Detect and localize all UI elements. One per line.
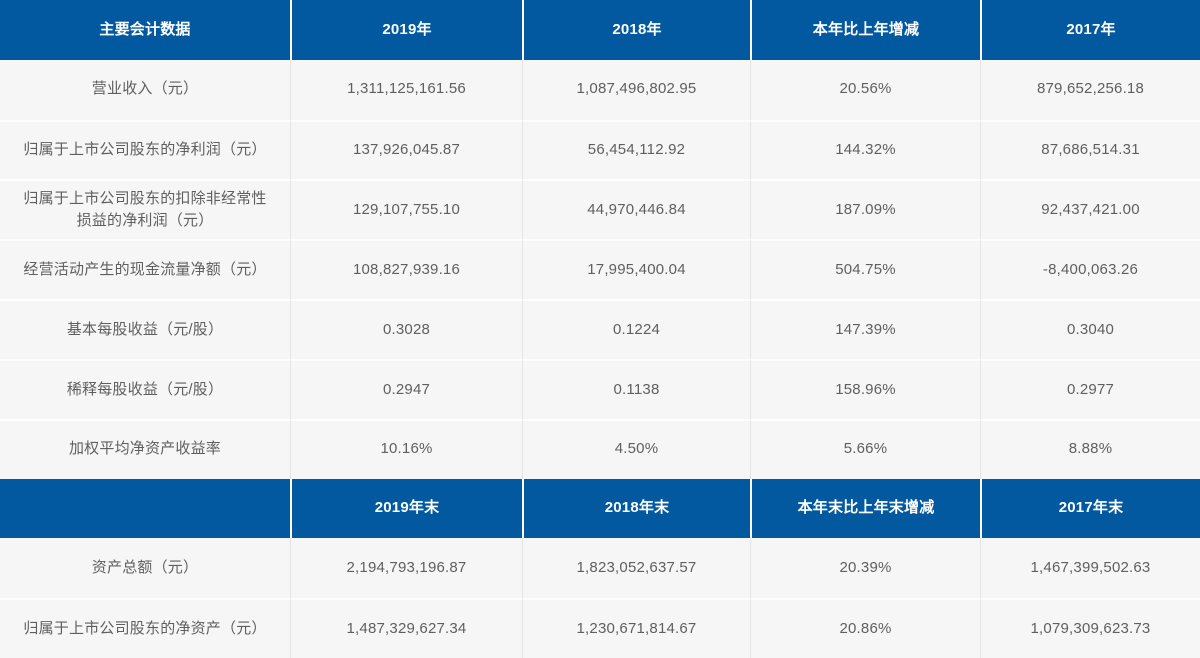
value-cell: 1,079,309,623.73 bbox=[980, 598, 1200, 658]
value-cell: 92,437,421.00 bbox=[980, 179, 1200, 240]
value-cell: 0.1224 bbox=[522, 299, 750, 359]
value-cell: 0.3028 bbox=[290, 299, 522, 359]
value-cell: 1,823,052,637.57 bbox=[522, 538, 750, 599]
value-cell: 20.56% bbox=[750, 59, 980, 120]
row-label: 归属于上市公司股东的净资产（元） bbox=[0, 598, 290, 658]
row-label: 稀释每股收益（元/股） bbox=[0, 358, 290, 419]
value-cell: 20.39% bbox=[750, 538, 980, 599]
value-cell: 1,487,329,627.34 bbox=[290, 598, 522, 658]
value-cell: 144.32% bbox=[750, 119, 980, 180]
row-label: 经营活动产生的现金流量净额（元） bbox=[0, 239, 290, 300]
row-label: 资产总额（元） bbox=[0, 538, 290, 599]
row-label: 基本每股收益（元/股） bbox=[0, 299, 290, 359]
value-cell: 108,827,939.16 bbox=[290, 239, 522, 300]
value-cell: 879,652,256.18 bbox=[980, 59, 1200, 120]
value-cell: 137,926,045.87 bbox=[290, 119, 522, 180]
value-cell: 10.16% bbox=[290, 418, 522, 479]
value-cell: 4.50% bbox=[522, 418, 750, 479]
value-cell: 87,686,514.31 bbox=[980, 119, 1200, 180]
table2-header-yoy-end-change: 本年末比上年末增减 bbox=[750, 478, 980, 539]
row-label: 归属于上市公司股东的净利润（元） bbox=[0, 119, 290, 180]
value-cell: 0.2977 bbox=[980, 358, 1200, 419]
table2-header-2019-end: 2019年末 bbox=[290, 478, 522, 539]
value-cell: 8.88% bbox=[980, 418, 1200, 479]
row-label: 归属于上市公司股东的扣除非经常性损益的净利润（元） bbox=[0, 179, 290, 240]
value-cell: 147.39% bbox=[750, 299, 980, 359]
value-cell: 0.2947 bbox=[290, 358, 522, 419]
value-cell: 44,970,446.84 bbox=[522, 179, 750, 240]
table2-header-2018-end: 2018年末 bbox=[522, 478, 750, 539]
table1-header-2018: 2018年 bbox=[522, 0, 750, 60]
value-cell: -8,400,063.26 bbox=[980, 239, 1200, 300]
value-cell: 187.09% bbox=[750, 179, 980, 240]
value-cell: 0.1138 bbox=[522, 358, 750, 419]
value-cell: 56,454,112.92 bbox=[522, 119, 750, 180]
value-cell: 2,194,793,196.87 bbox=[290, 538, 522, 599]
value-cell: 17,995,400.04 bbox=[522, 239, 750, 300]
table1-header-2017: 2017年 bbox=[980, 0, 1200, 60]
table1-header-metric: 主要会计数据 bbox=[0, 0, 290, 60]
value-cell: 0.3040 bbox=[980, 299, 1200, 359]
value-cell: 20.86% bbox=[750, 598, 980, 658]
table2-header-blank bbox=[0, 478, 290, 539]
row-label: 加权平均净资产收益率 bbox=[0, 418, 290, 479]
table1-header-yoy-change: 本年比上年增减 bbox=[750, 0, 980, 60]
value-cell: 1,087,496,802.95 bbox=[522, 59, 750, 120]
value-cell: 158.96% bbox=[750, 358, 980, 419]
table1-header-2019: 2019年 bbox=[290, 0, 522, 60]
value-cell: 1,467,399,502.63 bbox=[980, 538, 1200, 599]
value-cell: 1,311,125,161.56 bbox=[290, 59, 522, 120]
row-label: 营业收入（元） bbox=[0, 59, 290, 120]
table2-header-2017-end: 2017年末 bbox=[980, 478, 1200, 539]
value-cell: 129,107,755.10 bbox=[290, 179, 522, 240]
value-cell: 1,230,671,814.67 bbox=[522, 598, 750, 658]
value-cell: 504.75% bbox=[750, 239, 980, 300]
value-cell: 5.66% bbox=[750, 418, 980, 479]
